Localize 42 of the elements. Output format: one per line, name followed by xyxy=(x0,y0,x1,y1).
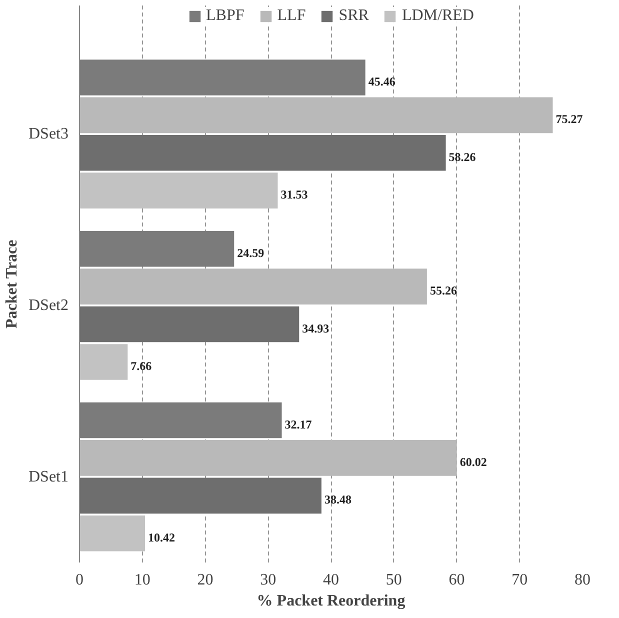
bar xyxy=(80,440,457,476)
data-label: 38.48 xyxy=(324,492,352,507)
bar xyxy=(80,478,322,514)
data-label: 75.27 xyxy=(556,112,583,126)
bar xyxy=(80,97,553,134)
bar xyxy=(80,515,146,552)
bar xyxy=(80,268,427,304)
x-tick-label: 60 xyxy=(448,572,465,588)
x-tick-label: 80 xyxy=(574,572,590,588)
bar xyxy=(80,402,282,438)
bar xyxy=(80,306,300,342)
x-axis-title: % Packet Reordering xyxy=(256,592,406,610)
data-label: 32.17 xyxy=(284,417,312,432)
data-label: 45.46 xyxy=(368,74,396,88)
data-label: 58.26 xyxy=(448,150,476,164)
x-tick-label: 30 xyxy=(260,572,276,588)
data-label: 34.93 xyxy=(302,321,330,336)
x-tick-label: 40 xyxy=(323,572,339,588)
y-tick-label: DSet3 xyxy=(28,126,68,143)
legend-label: SRR xyxy=(338,7,369,25)
legend-label: LDM/RED xyxy=(402,7,474,25)
legend-label: LBPF xyxy=(206,7,244,25)
data-label: 60.02 xyxy=(460,454,487,469)
bar xyxy=(80,172,278,209)
bar xyxy=(80,60,366,96)
data-label: 7.66 xyxy=(130,358,152,373)
x-tick-label: 10 xyxy=(134,572,150,588)
y-tick-label: DSet2 xyxy=(28,296,68,314)
y-tick-label: DSet1 xyxy=(28,468,68,486)
x-tick-label: 20 xyxy=(197,572,214,588)
data-label: 24.59 xyxy=(237,246,264,260)
bar xyxy=(80,230,234,267)
bar xyxy=(80,134,446,171)
x-tick-label: 0 xyxy=(76,572,84,588)
x-tick-label: 50 xyxy=(386,572,402,588)
bar xyxy=(80,344,128,380)
data-label: 10.42 xyxy=(148,530,176,544)
data-label: 31.53 xyxy=(280,188,308,202)
data-label: 55.26 xyxy=(430,284,457,298)
legend-label: LLF xyxy=(277,7,306,25)
y-axis-title: Packet Trace xyxy=(4,240,20,328)
x-tick-label: 70 xyxy=(512,572,528,588)
